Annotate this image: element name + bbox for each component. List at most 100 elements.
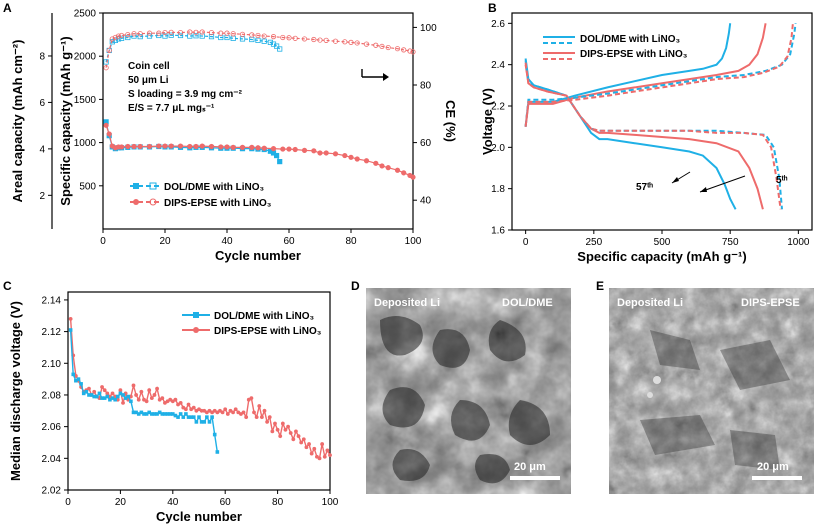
a-point: [317, 150, 323, 156]
c-point: [233, 407, 238, 412]
sem-d-right-label: DOL/DME: [502, 297, 553, 309]
a-point: [109, 39, 115, 45]
c-point: [81, 391, 86, 396]
a-point: [224, 30, 230, 36]
c-point: [108, 397, 112, 402]
c-point: [139, 410, 144, 415]
c-point: [184, 412, 188, 416]
legend-label-dol: DOL/DME with LiNO₃: [164, 182, 265, 193]
a-point: [218, 30, 224, 36]
a-point: [230, 31, 236, 37]
a-series-line-0: [105, 121, 281, 162]
a-point: [224, 144, 230, 150]
c-point: [283, 427, 288, 432]
b-ytick-label: 2.6: [491, 19, 505, 30]
c-point: [105, 394, 110, 399]
b-xtick-label: 250: [585, 237, 602, 248]
a-point: [410, 174, 416, 180]
c-point: [191, 405, 196, 410]
a-point: [156, 143, 162, 149]
panel-a-annotation: Coin cell 50 μm Li S loading = 3.9 mg cm…: [128, 61, 243, 114]
a-point: [162, 143, 168, 149]
c-point: [197, 415, 201, 419]
a-point: [168, 143, 174, 149]
a-point: [255, 37, 261, 43]
c-point: [136, 397, 141, 402]
a-point: [286, 146, 292, 152]
plot-frame: [67, 291, 331, 491]
c-point: [312, 446, 317, 451]
b-series-line-6: [524, 62, 782, 210]
c-point: [189, 415, 193, 419]
c-point: [212, 432, 217, 437]
c-point: [207, 420, 212, 424]
a-point: [112, 37, 118, 43]
a-point: [385, 165, 391, 171]
c-ylabel: Median discharge voltage (V): [8, 301, 23, 481]
a-point: [301, 147, 308, 153]
panel-e: E Deposited Li DIPS-EPSE 20 μm: [596, 279, 814, 494]
c-point: [89, 393, 94, 397]
label-cycle-5: 5ᵗʰ: [776, 175, 788, 186]
c-point: [173, 397, 178, 402]
c-point: [294, 429, 298, 434]
c-point: [142, 412, 146, 416]
c-xtick-label: 40: [167, 497, 179, 508]
a-point: [193, 143, 199, 150]
a-point: [255, 32, 261, 39]
a-ce-ytick-label: 80: [420, 81, 432, 92]
c-point: [244, 415, 249, 420]
legend-marker-dips: [133, 199, 139, 205]
a-point: [249, 32, 255, 38]
legend-label-dol: DOL/DME with LiNO₃: [580, 34, 681, 45]
panel-c-plot: 0 20 40 60 80 100 2.02 2.04 2.06 2.08 2.10 2.12 2.14…: [8, 291, 339, 524]
c-point: [147, 410, 152, 415]
c-point: [267, 415, 272, 420]
c-point: [134, 410, 138, 415]
a-point: [354, 156, 360, 162]
a-point: [401, 47, 407, 53]
c-point: [215, 450, 220, 454]
panel-c-legend: DOL/DME with LiNO₃ DIPS-EPSE with LiNO₃: [182, 311, 322, 337]
a-ylabel-ce: CE (%): [443, 100, 458, 142]
a-point: [119, 144, 125, 150]
c-point: [131, 410, 136, 415]
sem-e-right-label: DIPS-EPSE: [741, 297, 800, 309]
c-point: [173, 413, 178, 418]
c-point: [178, 412, 183, 416]
a-point: [115, 33, 122, 39]
a-point: [394, 167, 401, 173]
c-ytick-label: 2.14: [42, 295, 62, 306]
c-point: [144, 399, 149, 404]
c-point: [304, 445, 309, 450]
c-point: [110, 396, 115, 400]
a-point: [131, 31, 137, 37]
c-series-line-1: [69, 318, 331, 460]
c-point: [307, 442, 311, 446]
c-xtick-label: 60: [220, 497, 232, 508]
a-point: [363, 158, 370, 164]
c-point: [199, 408, 204, 413]
c-point: [95, 394, 99, 399]
c-point: [225, 412, 230, 416]
annotation-li-thickness: 50 μm Li: [128, 75, 169, 86]
c-ytick-label: 2.08: [42, 390, 62, 401]
c-point: [126, 394, 131, 399]
a-point: [385, 44, 391, 51]
b-ytick-label: 1.8: [491, 184, 505, 195]
b-ytick-label: 2.4: [491, 60, 505, 71]
a-point: [379, 43, 385, 50]
a-point: [137, 143, 143, 150]
annotation-s-loading: S loading = 3.9 mg cm⁻²: [128, 89, 243, 100]
a-xtick-label: 40: [221, 236, 233, 247]
legend-marker-dips-open: [149, 198, 157, 206]
c-point: [102, 388, 107, 393]
c-point: [178, 400, 183, 405]
a-point: [280, 146, 286, 152]
b-xtick-label: 0: [523, 237, 529, 248]
a-cap-ytick-label: 2500: [74, 9, 97, 20]
c-point: [301, 437, 306, 442]
c-point: [92, 394, 96, 399]
c-point: [139, 389, 144, 394]
c-point: [110, 391, 115, 396]
